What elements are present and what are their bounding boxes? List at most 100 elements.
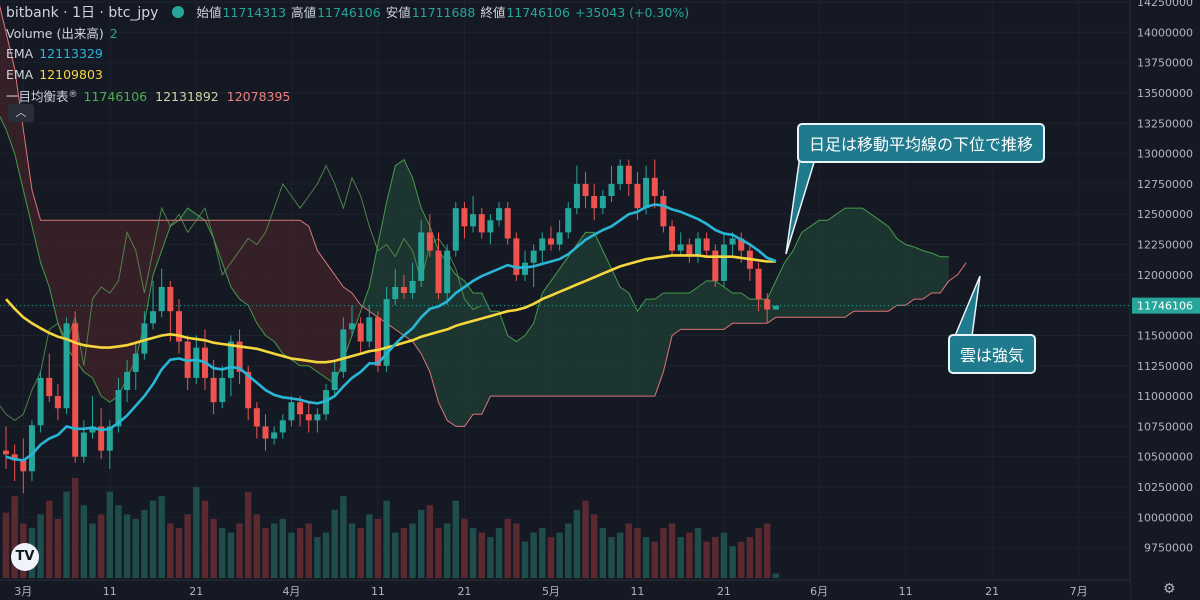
- price-tick-4: 10750000: [1137, 420, 1193, 433]
- candle-63: [547, 226, 554, 251]
- cloud-segment-95: [819, 220, 828, 318]
- ema-fast-legend[interactable]: EMA 12113329: [6, 44, 690, 65]
- time-tick-12: 7月: [1070, 585, 1088, 598]
- candle-body-0: [3, 450, 9, 455]
- cloud-segment-89: [767, 280, 776, 324]
- gear-icon[interactable]: ⚙: [1163, 581, 1176, 597]
- cloud-segment-60: [516, 335, 525, 397]
- cloud-segment-97: [836, 208, 846, 318]
- candle-67: [582, 171, 589, 209]
- volume-bar-21: [184, 514, 191, 578]
- chevron-up-icon: ︿: [15, 106, 27, 119]
- candle-65: [565, 202, 572, 239]
- candle-body-53: [461, 208, 468, 227]
- volume-bar-49: [426, 505, 434, 578]
- volume-bar-86: [746, 537, 754, 578]
- volume-bar-34: [296, 528, 304, 578]
- cloud-segment-30: [256, 220, 266, 336]
- candle-body-66: [573, 183, 580, 209]
- cloud-segment-10: [83, 220, 93, 378]
- volume-bar-88: [764, 523, 771, 578]
- time-tick-1: 11: [103, 585, 117, 598]
- candle-56: [487, 214, 494, 245]
- candle-body-64: [556, 232, 563, 245]
- volume-bar-87: [755, 528, 762, 578]
- last-price-badge: [1132, 297, 1200, 314]
- candle-70: [608, 165, 615, 203]
- volume-bar-39: [340, 496, 347, 578]
- candle-75: [651, 159, 658, 209]
- candle-81: [703, 232, 710, 257]
- candle-body-8: [72, 323, 79, 457]
- candle-50: [435, 232, 442, 300]
- cloud-segment-103: [888, 226, 897, 312]
- ema-slow-legend[interactable]: EMA 12109803: [6, 65, 690, 86]
- volume-bar-36: [314, 537, 321, 578]
- candle-body-17: [150, 311, 157, 324]
- candle-body-62: [539, 238, 546, 251]
- time-tick-9: 6月: [810, 585, 828, 598]
- cloud-segment-106: [914, 247, 923, 300]
- candle-body-54: [470, 214, 477, 227]
- cloud-segment-84: [724, 287, 733, 330]
- candle-34: [297, 396, 304, 427]
- ichimoku-legend[interactable]: 一目均衡表® 11746106 12131892 12078395: [6, 85, 690, 108]
- volume-bar-6: [54, 518, 62, 578]
- candle-66: [573, 165, 580, 215]
- candle-body-61: [530, 250, 537, 263]
- time-tick-6: 5月: [542, 585, 560, 598]
- candle-body-13: [115, 390, 122, 427]
- volume-bar-47: [409, 523, 416, 578]
- volume-bar-63: [547, 537, 555, 578]
- tradingview-logo[interactable]: TV: [11, 543, 39, 571]
- candle-3: [28, 420, 35, 481]
- candle-body-26: [227, 341, 234, 378]
- symbol-row: bitbank · 1日 · btc_jpy 始値11714313 高値1174…: [6, 3, 690, 24]
- candle-7: [63, 317, 70, 415]
- cloud-segment-51: [438, 250, 448, 421]
- cloud-segment-11: [92, 220, 102, 397]
- collapse-legend-button[interactable]: ︿: [8, 104, 34, 122]
- cloud-segment-61: [525, 323, 534, 397]
- candle-body-28: [245, 371, 252, 409]
- volume-bar-73: [634, 528, 641, 578]
- time-tick-8: 21: [717, 585, 731, 598]
- cloud-segment-99: [853, 208, 863, 312]
- cloud-segment-93: [801, 226, 811, 318]
- candle-body-52: [452, 208, 459, 251]
- cloud-segment-58: [499, 311, 508, 397]
- cloud-segment-57: [490, 311, 500, 397]
- volume-bar-10: [89, 523, 96, 578]
- volume-bar-71: [616, 532, 624, 578]
- candle-57: [496, 202, 503, 227]
- candle-31: [271, 426, 278, 445]
- cloud-segment-75: [646, 299, 655, 397]
- volume-bar-46: [400, 528, 408, 578]
- candle-body-20: [176, 311, 182, 342]
- symbol-title[interactable]: bitbank · 1日 · btc_jpy: [6, 5, 159, 21]
- candle-72: [625, 159, 632, 197]
- volume-bar-55: [478, 532, 485, 578]
- volume-bar-89: [772, 573, 780, 578]
- volume-bar-72: [625, 523, 632, 578]
- cloud-segment-68: [585, 232, 595, 397]
- cloud-segment-32: [274, 220, 283, 354]
- cloud-segment-94: [810, 220, 820, 318]
- candle-body-59: [513, 238, 520, 275]
- candle-59: [513, 232, 520, 281]
- cloud-segment-76: [654, 293, 664, 397]
- price-tick-11: 12500000: [1137, 208, 1193, 221]
- candle-21: [184, 335, 191, 391]
- volume-bar-32: [279, 518, 286, 578]
- volume-legend[interactable]: Volume (出来高) 2: [6, 24, 690, 45]
- candle-body-3: [28, 425, 35, 472]
- cloud-segment-14: [118, 220, 128, 397]
- cloud-segment-62: [533, 293, 543, 397]
- volume-bar-33: [288, 532, 295, 578]
- candle-9: [80, 420, 87, 463]
- candle-38: [331, 359, 338, 397]
- cloud-segment-47: [403, 159, 413, 342]
- cloud-segment-3: [23, 129, 32, 227]
- cloud-segment-7: [57, 220, 67, 348]
